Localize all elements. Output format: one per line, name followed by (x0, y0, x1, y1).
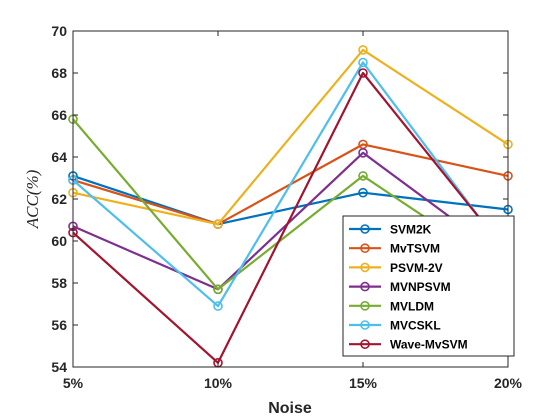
data-point (213, 219, 223, 229)
y-tick-label: 64 (51, 149, 67, 165)
data-point (213, 284, 223, 295)
data-point (213, 301, 223, 311)
y-tick-label: 68 (51, 65, 67, 81)
data-point (358, 68, 368, 78)
legend-marker (360, 300, 370, 311)
series-line (72, 48, 509, 226)
legend-marker (360, 281, 370, 292)
legend-label: MVNPSVM (390, 280, 451, 294)
y-tick-label: 70 (51, 23, 67, 39)
legend-marker (360, 320, 370, 330)
y-tick-label: 62 (51, 191, 67, 207)
y-tick-label: 58 (51, 275, 67, 291)
legend-item: PSVM-2V (349, 261, 443, 275)
y-axis-title: ACC(%) (23, 169, 42, 229)
y-tick-label: 66 (51, 107, 67, 123)
legend-label: PSVM-2V (390, 261, 443, 275)
legend-marker (360, 339, 370, 350)
legend-marker (360, 262, 370, 273)
series-line (72, 61, 509, 308)
series-line (72, 151, 509, 291)
data-point (358, 187, 368, 198)
x-tick-label: 20% (494, 375, 523, 391)
ticks-layer: 54 56 58 60 62 64 66 68 70 5% 10% 15% 20% (51, 23, 522, 391)
data-point (358, 45, 368, 55)
legend-item: MvTSVM (349, 242, 440, 256)
x-axis-title: Noise (268, 400, 312, 417)
series-line (72, 174, 509, 226)
legend-item: Wave-MvSVM (349, 338, 468, 352)
legend-label: SVM2K (390, 223, 432, 237)
legend-label: MvTSVM (390, 242, 440, 256)
x-tick-label: 10% (204, 375, 233, 391)
legend-label: Wave-MvSVM (390, 338, 468, 352)
legend-label: MVCSKL (390, 319, 441, 333)
legend: SVM2K MvTSVM PSVM-2V MVNPSVM MVLDM MVCSKL Wave… (342, 215, 515, 357)
legend-label: MVLDM (390, 299, 434, 313)
data-point (358, 57, 368, 68)
data-point (358, 171, 368, 181)
series-layer (68, 45, 513, 368)
y-tick-label: 60 (51, 233, 67, 249)
legend-item: SVM2K (349, 223, 432, 237)
y-tick-label: 56 (51, 317, 67, 333)
data-point (358, 148, 368, 158)
legend-marker (360, 224, 370, 234)
x-tick-label: 5% (63, 375, 84, 391)
legend-item: MVLDM (349, 299, 434, 313)
x-tick-label: 15% (349, 375, 378, 391)
legend-item: MVNPSVM (349, 280, 451, 294)
legend-item: MVCSKL (349, 319, 441, 333)
y-tick-label: 54 (51, 359, 67, 375)
series-line (72, 71, 509, 364)
legend-marker (360, 243, 370, 253)
